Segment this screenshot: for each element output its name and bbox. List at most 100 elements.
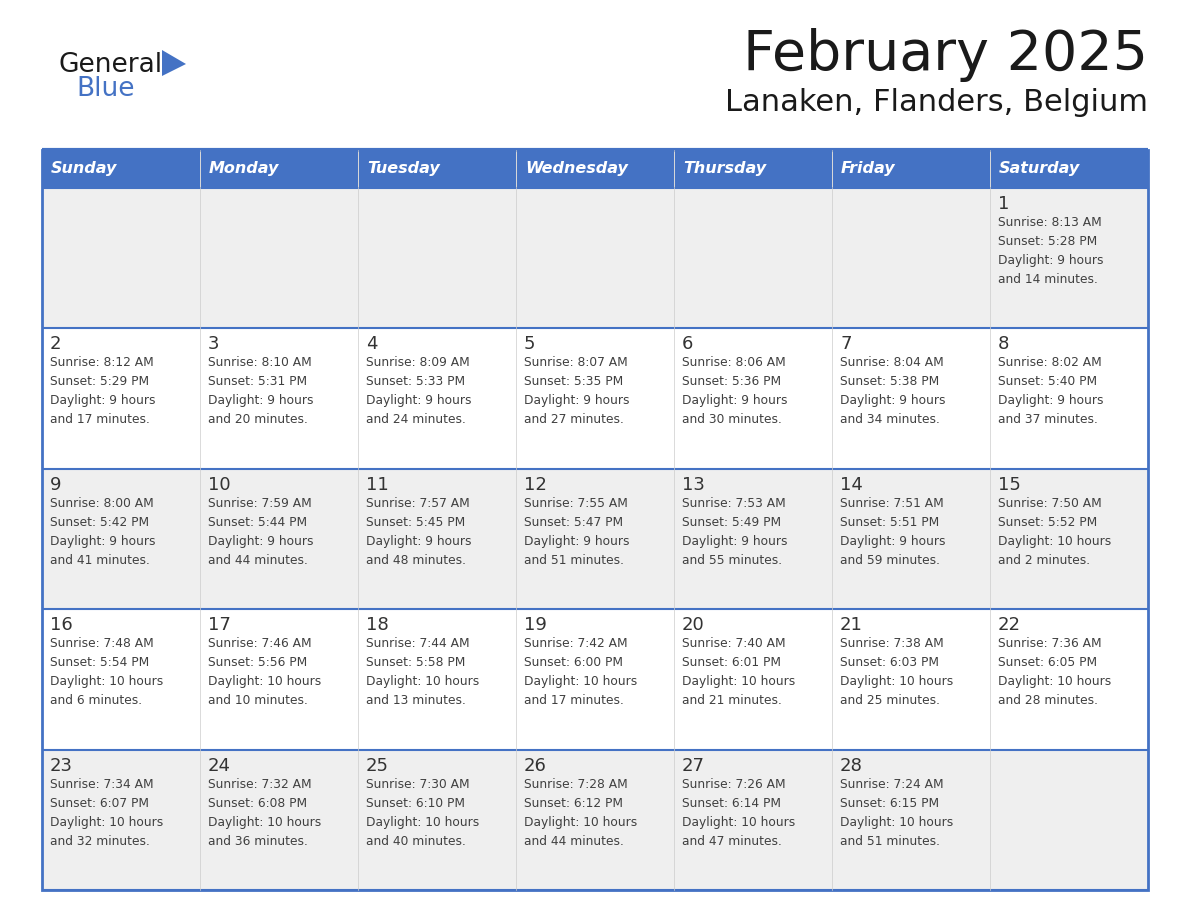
Bar <box>200 610 358 750</box>
Polygon shape <box>162 50 187 76</box>
Text: General: General <box>58 52 162 78</box>
Bar <box>674 188 832 329</box>
Text: Tuesday: Tuesday <box>367 162 440 176</box>
Bar <box>358 188 516 329</box>
Bar <box>990 610 1148 750</box>
Text: 14: 14 <box>840 476 862 494</box>
Bar <box>358 150 516 188</box>
Bar <box>200 150 358 188</box>
Bar <box>42 150 200 188</box>
Text: Sunrise: 7:42 AM
Sunset: 6:00 PM
Daylight: 10 hours
and 17 minutes.: Sunrise: 7:42 AM Sunset: 6:00 PM Dayligh… <box>524 637 637 707</box>
Bar <box>832 750 990 890</box>
Text: 10: 10 <box>208 476 230 494</box>
Bar <box>516 329 674 469</box>
Bar <box>990 188 1148 329</box>
Bar <box>516 188 674 329</box>
Text: Sunrise: 8:04 AM
Sunset: 5:38 PM
Daylight: 9 hours
and 34 minutes.: Sunrise: 8:04 AM Sunset: 5:38 PM Dayligh… <box>840 356 946 426</box>
Bar <box>200 750 358 890</box>
Text: Sunrise: 8:02 AM
Sunset: 5:40 PM
Daylight: 9 hours
and 37 minutes.: Sunrise: 8:02 AM Sunset: 5:40 PM Dayligh… <box>998 356 1104 426</box>
Text: 20: 20 <box>682 616 704 634</box>
Bar <box>358 750 516 890</box>
Bar <box>990 750 1148 890</box>
Text: Sunrise: 7:36 AM
Sunset: 6:05 PM
Daylight: 10 hours
and 28 minutes.: Sunrise: 7:36 AM Sunset: 6:05 PM Dayligh… <box>998 637 1111 707</box>
Bar <box>674 469 832 610</box>
Text: 17: 17 <box>208 616 230 634</box>
Bar <box>832 150 990 188</box>
Text: Sunrise: 8:00 AM
Sunset: 5:42 PM
Daylight: 9 hours
and 41 minutes.: Sunrise: 8:00 AM Sunset: 5:42 PM Dayligh… <box>50 497 156 566</box>
Bar <box>832 610 990 750</box>
Bar <box>358 469 516 610</box>
Bar <box>42 329 200 469</box>
Bar <box>42 188 200 329</box>
Text: 22: 22 <box>998 616 1020 634</box>
Text: 6: 6 <box>682 335 694 353</box>
Text: 4: 4 <box>366 335 378 353</box>
Text: 25: 25 <box>366 756 388 775</box>
Text: 1: 1 <box>998 195 1010 213</box>
Text: Sunrise: 7:28 AM
Sunset: 6:12 PM
Daylight: 10 hours
and 44 minutes.: Sunrise: 7:28 AM Sunset: 6:12 PM Dayligh… <box>524 778 637 847</box>
Text: 18: 18 <box>366 616 388 634</box>
Text: 13: 13 <box>682 476 704 494</box>
Bar <box>674 610 832 750</box>
Text: 5: 5 <box>524 335 536 353</box>
Text: 26: 26 <box>524 756 546 775</box>
Text: 21: 21 <box>840 616 862 634</box>
Bar <box>990 150 1148 188</box>
Text: Lanaken, Flanders, Belgium: Lanaken, Flanders, Belgium <box>725 88 1148 117</box>
Bar <box>832 188 990 329</box>
Text: Sunrise: 7:59 AM
Sunset: 5:44 PM
Daylight: 9 hours
and 44 minutes.: Sunrise: 7:59 AM Sunset: 5:44 PM Dayligh… <box>208 497 314 566</box>
Text: Sunrise: 8:13 AM
Sunset: 5:28 PM
Daylight: 9 hours
and 14 minutes.: Sunrise: 8:13 AM Sunset: 5:28 PM Dayligh… <box>998 216 1104 286</box>
Text: Monday: Monday <box>209 162 279 176</box>
Text: 3: 3 <box>208 335 220 353</box>
Text: Sunrise: 7:51 AM
Sunset: 5:51 PM
Daylight: 9 hours
and 59 minutes.: Sunrise: 7:51 AM Sunset: 5:51 PM Dayligh… <box>840 497 946 566</box>
Text: Friday: Friday <box>841 162 896 176</box>
Text: Sunrise: 7:50 AM
Sunset: 5:52 PM
Daylight: 10 hours
and 2 minutes.: Sunrise: 7:50 AM Sunset: 5:52 PM Dayligh… <box>998 497 1111 566</box>
Text: 11: 11 <box>366 476 388 494</box>
Text: Sunrise: 8:07 AM
Sunset: 5:35 PM
Daylight: 9 hours
and 27 minutes.: Sunrise: 8:07 AM Sunset: 5:35 PM Dayligh… <box>524 356 630 426</box>
Text: Blue: Blue <box>76 76 134 102</box>
Text: Sunrise: 7:55 AM
Sunset: 5:47 PM
Daylight: 9 hours
and 51 minutes.: Sunrise: 7:55 AM Sunset: 5:47 PM Dayligh… <box>524 497 630 566</box>
Bar <box>832 469 990 610</box>
Text: Sunrise: 7:53 AM
Sunset: 5:49 PM
Daylight: 9 hours
and 55 minutes.: Sunrise: 7:53 AM Sunset: 5:49 PM Dayligh… <box>682 497 788 566</box>
Text: 19: 19 <box>524 616 546 634</box>
Text: 8: 8 <box>998 335 1010 353</box>
Text: Sunrise: 8:09 AM
Sunset: 5:33 PM
Daylight: 9 hours
and 24 minutes.: Sunrise: 8:09 AM Sunset: 5:33 PM Dayligh… <box>366 356 472 426</box>
Text: 9: 9 <box>50 476 62 494</box>
Text: Sunrise: 7:44 AM
Sunset: 5:58 PM
Daylight: 10 hours
and 13 minutes.: Sunrise: 7:44 AM Sunset: 5:58 PM Dayligh… <box>366 637 479 707</box>
Text: Saturday: Saturday <box>999 162 1080 176</box>
Text: 15: 15 <box>998 476 1020 494</box>
Text: Sunrise: 7:34 AM
Sunset: 6:07 PM
Daylight: 10 hours
and 32 minutes.: Sunrise: 7:34 AM Sunset: 6:07 PM Dayligh… <box>50 778 163 847</box>
Text: 16: 16 <box>50 616 72 634</box>
Bar <box>358 329 516 469</box>
Bar <box>42 610 200 750</box>
Bar <box>200 469 358 610</box>
Bar <box>516 150 674 188</box>
Bar <box>674 329 832 469</box>
Bar <box>674 750 832 890</box>
Bar <box>990 469 1148 610</box>
Text: Sunrise: 8:12 AM
Sunset: 5:29 PM
Daylight: 9 hours
and 17 minutes.: Sunrise: 8:12 AM Sunset: 5:29 PM Dayligh… <box>50 356 156 426</box>
Text: 12: 12 <box>524 476 546 494</box>
Bar <box>832 329 990 469</box>
Bar <box>516 469 674 610</box>
Text: 24: 24 <box>208 756 230 775</box>
Bar <box>516 610 674 750</box>
Text: 27: 27 <box>682 756 704 775</box>
Text: 7: 7 <box>840 335 852 353</box>
Bar <box>200 188 358 329</box>
Text: Wednesday: Wednesday <box>525 162 628 176</box>
Text: 28: 28 <box>840 756 862 775</box>
Text: Thursday: Thursday <box>683 162 766 176</box>
Text: Sunrise: 7:57 AM
Sunset: 5:45 PM
Daylight: 9 hours
and 48 minutes.: Sunrise: 7:57 AM Sunset: 5:45 PM Dayligh… <box>366 497 472 566</box>
Text: Sunrise: 7:40 AM
Sunset: 6:01 PM
Daylight: 10 hours
and 21 minutes.: Sunrise: 7:40 AM Sunset: 6:01 PM Dayligh… <box>682 637 795 707</box>
Text: Sunrise: 7:30 AM
Sunset: 6:10 PM
Daylight: 10 hours
and 40 minutes.: Sunrise: 7:30 AM Sunset: 6:10 PM Dayligh… <box>366 778 479 847</box>
Text: Sunrise: 7:32 AM
Sunset: 6:08 PM
Daylight: 10 hours
and 36 minutes.: Sunrise: 7:32 AM Sunset: 6:08 PM Dayligh… <box>208 778 321 847</box>
Text: Sunrise: 7:26 AM
Sunset: 6:14 PM
Daylight: 10 hours
and 47 minutes.: Sunrise: 7:26 AM Sunset: 6:14 PM Dayligh… <box>682 778 795 847</box>
Text: February 2025: February 2025 <box>742 28 1148 82</box>
Text: 23: 23 <box>50 756 72 775</box>
Bar <box>990 329 1148 469</box>
Text: Sunrise: 7:48 AM
Sunset: 5:54 PM
Daylight: 10 hours
and 6 minutes.: Sunrise: 7:48 AM Sunset: 5:54 PM Dayligh… <box>50 637 163 707</box>
Text: 2: 2 <box>50 335 62 353</box>
Bar <box>516 750 674 890</box>
Text: Sunrise: 8:06 AM
Sunset: 5:36 PM
Daylight: 9 hours
and 30 minutes.: Sunrise: 8:06 AM Sunset: 5:36 PM Dayligh… <box>682 356 788 426</box>
